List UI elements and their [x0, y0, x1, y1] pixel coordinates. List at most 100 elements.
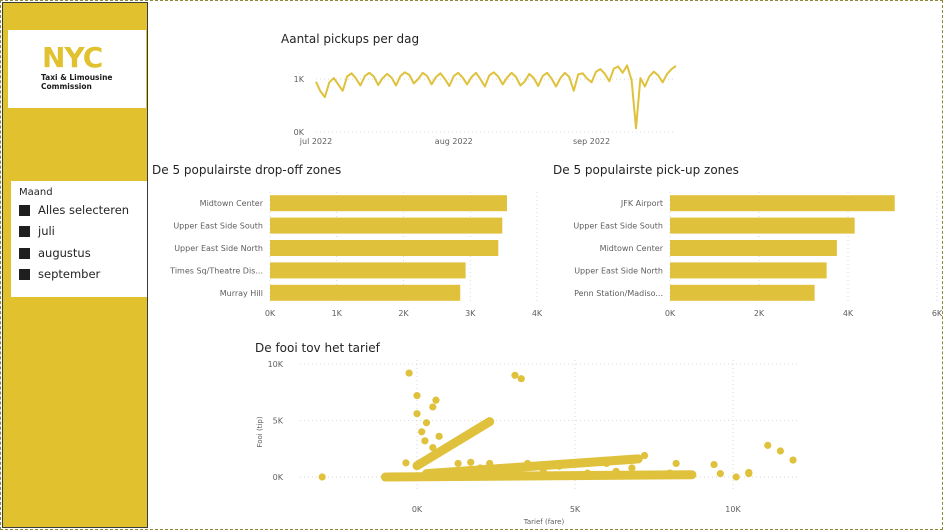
scatter-point [612, 467, 620, 475]
category-label: JFK Airport [620, 199, 663, 208]
scatter-point [318, 473, 326, 481]
category-label: Upper East Side North [574, 266, 663, 275]
x-tick-label: 5K [570, 505, 581, 514]
y-tick-label: 5K [273, 417, 284, 426]
category-label: Penn Station/Madiso... [574, 289, 663, 298]
scatter-point [647, 470, 655, 478]
bar [270, 284, 461, 301]
scatter-point [429, 403, 437, 411]
scatter-point [432, 396, 440, 404]
scatter-point [640, 451, 649, 460]
checkbox[interactable] [19, 268, 30, 280]
bar [670, 240, 837, 256]
scatter-point [495, 471, 503, 479]
x-tick-label: sep 2022 [573, 137, 610, 146]
bar [670, 217, 855, 234]
x-tick-label: 2K [754, 309, 765, 318]
x-tick-label: 0K [665, 309, 676, 318]
pickups-chart-title: Aantal pickups per dag [281, 32, 420, 46]
scatter-point [764, 441, 772, 449]
category-label: Midtown Center [600, 244, 664, 253]
scatter-point [405, 369, 413, 377]
scatter-point [603, 459, 611, 468]
scatter-point [688, 471, 696, 479]
category-label: Upper East Side South [173, 222, 263, 231]
nyc-logo-mark: NYC [42, 41, 103, 74]
scatter-point [666, 469, 674, 477]
category-label: Upper East Side South [573, 222, 663, 231]
pickups-series-line [315, 64, 677, 130]
category-label: Midtown Center [200, 199, 264, 208]
scatter-point [421, 437, 429, 445]
pickup-chart-title: De 5 populairste pick-up zones [553, 163, 739, 177]
scatter-chart-title: De fooi tov het tarief [255, 341, 380, 355]
bar [270, 195, 507, 212]
checkbox[interactable] [19, 247, 30, 259]
slicer-title: Maand [19, 187, 53, 198]
slicer-item-label: september [38, 267, 101, 281]
scatter-point [467, 458, 475, 466]
slicer-item-augustus[interactable]: augustus [19, 244, 91, 262]
scatter-point [732, 473, 740, 481]
logo-subtitle-line1: Taxi & Limousine [41, 73, 113, 82]
x-tick-label: 10K [725, 505, 741, 514]
scatter-point [402, 459, 410, 467]
scatter-dense-band [380, 470, 697, 482]
sidebar: NYC Taxi & Limousine Commission Maand Al… [2, 2, 148, 528]
category-label: Upper East Side North [174, 244, 263, 253]
scatter-point [672, 459, 680, 468]
scatter-point [511, 371, 519, 379]
slicer-item-label: Alles selecteren [38, 203, 130, 217]
checkbox[interactable] [19, 225, 30, 237]
x-tick-label: 0K [265, 309, 276, 318]
scatter-point [413, 392, 421, 400]
y-axis-label: Fooi (tip) [256, 416, 264, 447]
slicer-item-september[interactable]: september [19, 265, 100, 283]
x-tick-label: aug 2022 [435, 137, 473, 146]
x-tick-label: jul 2022 [299, 137, 332, 146]
slicer-item-juli[interactable]: juli [19, 222, 55, 240]
bar [670, 262, 827, 279]
x-tick-label: 4K [532, 309, 543, 318]
slicer-item-label: augustus [38, 246, 91, 260]
scatter-point [429, 444, 437, 452]
scatter-point [745, 468, 753, 477]
y-tick-label: 1K [294, 75, 305, 84]
logo-subtitle-line2: Commission [41, 82, 92, 91]
scatter-point [486, 459, 494, 468]
scatter-point [776, 447, 785, 455]
scatter-point [435, 432, 443, 440]
month-slicer: Maand Alles selecteren juli augustus sep… [11, 181, 147, 297]
scatter-point [716, 470, 724, 478]
scatter-point [539, 468, 548, 476]
scatter-point [710, 460, 718, 469]
x-tick-label: 1K [332, 309, 343, 318]
scatter-point [524, 459, 532, 468]
slicer-item-select-all[interactable]: Alles selecteren [19, 201, 129, 219]
x-tick-label: 0K [412, 505, 423, 514]
y-tick-label: 0K [294, 128, 305, 137]
scatter-point [476, 464, 484, 472]
x-tick-label: 4K [843, 309, 854, 318]
dropoff-chart-title: De 5 populairste drop-off zones [152, 163, 342, 177]
bar [670, 284, 815, 301]
scatter-dense-band [421, 454, 643, 479]
scatter-point [555, 462, 563, 470]
scatter-point [413, 410, 421, 418]
bar [270, 217, 503, 234]
bar [270, 240, 499, 256]
logo-box: NYC Taxi & Limousine Commission [8, 30, 146, 108]
category-label: Murray Hill [220, 289, 263, 298]
category-label: Times Sq/Theatre Dis... [169, 266, 263, 275]
x-tick-label: 6K [932, 309, 943, 318]
scatter-point [628, 464, 636, 472]
scatter-point [517, 375, 525, 383]
scatter-dense-band [412, 417, 495, 471]
scatter-point [454, 459, 462, 468]
scatter-point [418, 428, 426, 436]
x-axis-label: Tarief (fare) [523, 518, 565, 526]
x-tick-label: 2K [398, 309, 409, 318]
checkbox[interactable] [19, 204, 30, 216]
